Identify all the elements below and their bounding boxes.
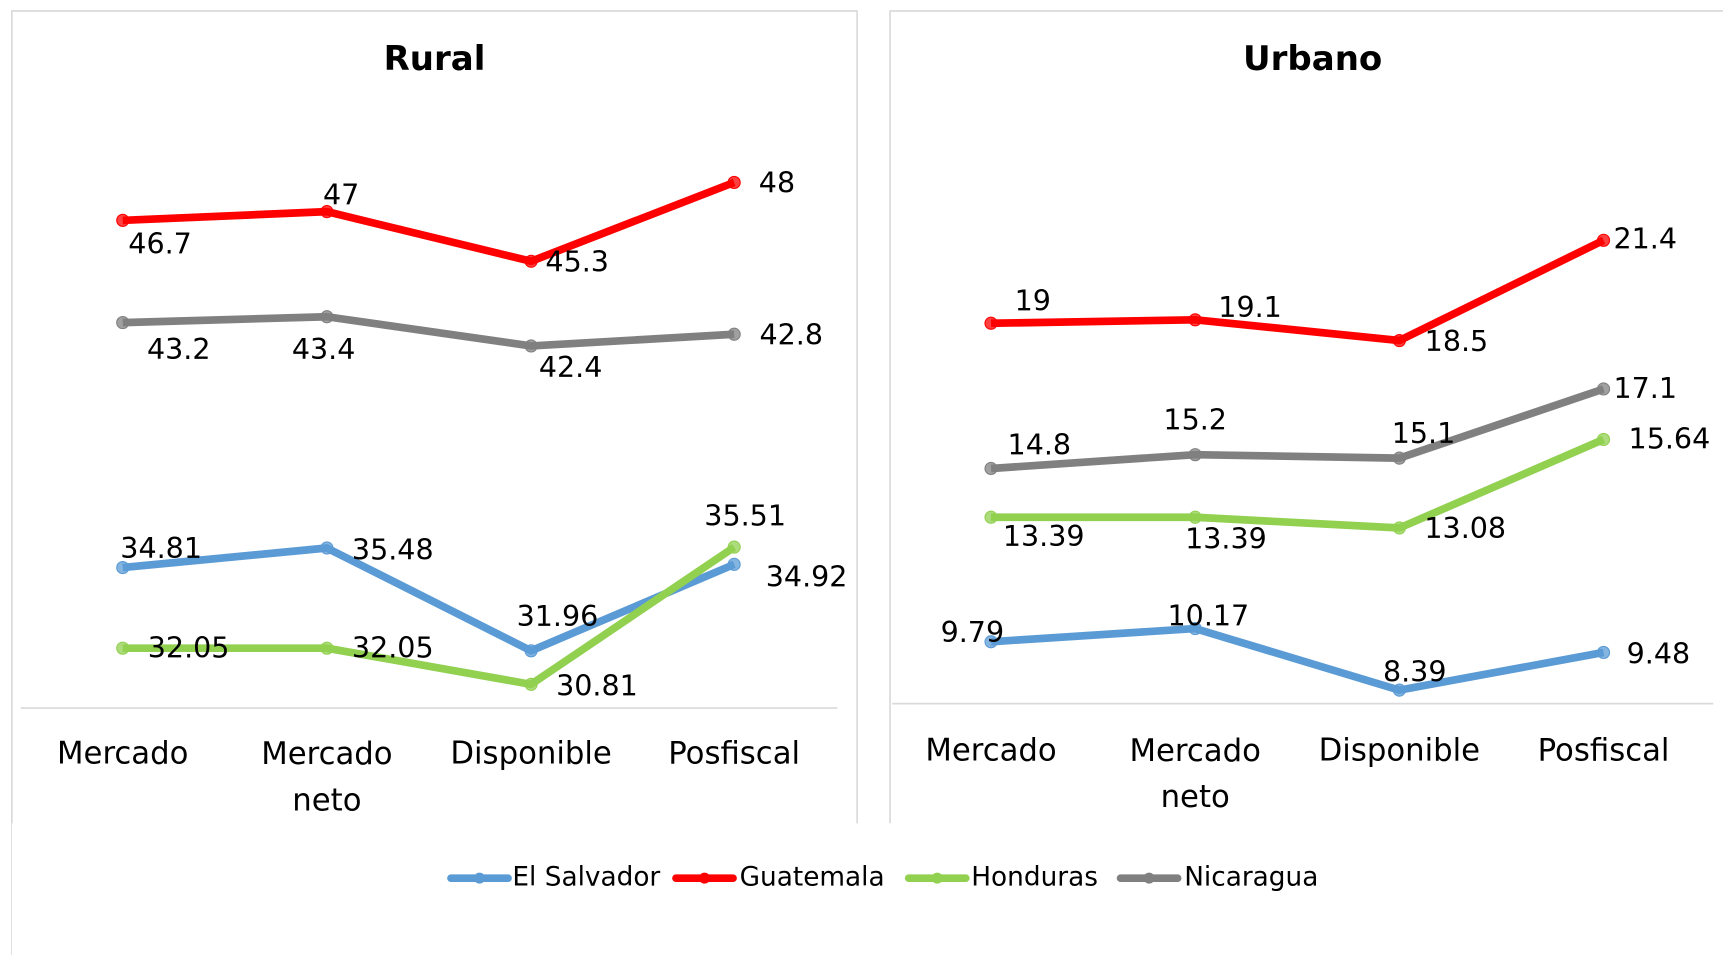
series-line xyxy=(991,435,1606,532)
series-line xyxy=(990,236,1606,345)
data-label: 15.1 xyxy=(1392,417,1456,450)
x-tick-label: Disponible xyxy=(450,736,611,772)
data-point xyxy=(727,557,741,571)
data-point xyxy=(1188,313,1202,327)
series-line xyxy=(122,543,737,689)
series-line xyxy=(990,624,1605,694)
legend-background xyxy=(11,823,1723,955)
data-point xyxy=(984,316,998,330)
data-label: 43.2 xyxy=(147,333,211,366)
data-label: 47 xyxy=(323,178,359,211)
legend-marker xyxy=(1143,872,1155,884)
data-point xyxy=(984,635,998,649)
data-point xyxy=(1596,233,1611,247)
legend-label: Honduras xyxy=(971,863,1098,893)
series-line xyxy=(990,385,1605,473)
data-point xyxy=(320,641,334,655)
data-point xyxy=(1392,521,1406,535)
x-tick-label: Mercado neto xyxy=(1130,732,1261,814)
data-point xyxy=(116,560,130,575)
data-label: 35.51 xyxy=(704,499,786,532)
data-label: 42.8 xyxy=(759,318,823,351)
data-label: 43.4 xyxy=(292,333,356,366)
data-point xyxy=(116,316,130,330)
data-label: 32.05 xyxy=(352,631,434,664)
data-label: 19.1 xyxy=(1218,291,1282,324)
x-tick-label: Mercado xyxy=(925,732,1056,768)
data-point xyxy=(984,510,998,524)
data-label: 14.8 xyxy=(1008,429,1072,462)
data-label: 9.79 xyxy=(941,616,1005,649)
legend-label: Guatemala xyxy=(740,863,885,893)
data-label: 46.7 xyxy=(128,228,192,261)
data-label: 13.08 xyxy=(1424,512,1506,545)
data-label: 32.05 xyxy=(148,631,230,664)
data-point xyxy=(1596,645,1611,660)
data-point xyxy=(524,254,538,268)
legend-marker xyxy=(699,872,711,884)
data-point xyxy=(1596,432,1611,447)
data-label: 34.81 xyxy=(120,532,202,565)
data-label: 31.96 xyxy=(517,600,599,633)
series-line xyxy=(122,312,735,350)
chart-title: Urbano xyxy=(1243,39,1382,79)
data-point xyxy=(320,541,334,555)
data-label: 48 xyxy=(759,167,795,200)
data-point xyxy=(1188,510,1202,524)
data-label: 35.48 xyxy=(352,533,434,566)
data-label: 21.4 xyxy=(1613,222,1677,255)
x-tick-label: Disponible xyxy=(1319,732,1480,768)
data-label: 9.48 xyxy=(1627,638,1691,671)
data-point xyxy=(524,339,538,353)
legend-marker xyxy=(931,872,943,884)
data-point xyxy=(984,461,998,476)
data-label: 8.39 xyxy=(1383,656,1447,689)
data-point xyxy=(1392,451,1406,465)
data-point xyxy=(524,677,538,691)
chart-title: Rural xyxy=(384,39,486,79)
data-point xyxy=(116,641,130,655)
x-tick-label: Mercado neto xyxy=(261,736,392,818)
data-point xyxy=(320,205,334,219)
data-label: 45.3 xyxy=(545,245,609,278)
data-point xyxy=(727,175,741,190)
legend-label: Nicaragua xyxy=(1184,863,1318,893)
data-label: 17.1 xyxy=(1613,372,1677,405)
data-point xyxy=(524,644,538,658)
data-point xyxy=(727,327,741,341)
data-label: 30.81 xyxy=(556,670,638,703)
panel-border xyxy=(11,10,858,955)
data-label: 13.39 xyxy=(1185,522,1267,555)
data-point xyxy=(320,310,334,324)
x-tick-label: Posfiscal xyxy=(1538,732,1670,768)
data-label: 18.5 xyxy=(1425,325,1489,358)
panel-border xyxy=(889,10,1723,955)
data-label: 34.92 xyxy=(766,561,848,594)
data-point xyxy=(1188,448,1202,462)
series-line xyxy=(122,544,736,655)
legend-label: El Salvador xyxy=(512,863,660,893)
series-line xyxy=(122,178,736,266)
data-label: 19 xyxy=(1015,284,1051,317)
data-point xyxy=(1392,683,1406,697)
data-label: 13.39 xyxy=(1003,520,1085,553)
data-point xyxy=(727,540,741,554)
data-point xyxy=(1392,333,1406,348)
data-label: 15.2 xyxy=(1163,404,1227,437)
data-point xyxy=(116,213,130,227)
data-label: 15.64 xyxy=(1629,423,1711,456)
x-tick-label: Mercado xyxy=(57,736,188,772)
data-label: 42.4 xyxy=(539,351,603,384)
x-tick-label: Posfiscal xyxy=(668,736,800,772)
data-point xyxy=(1596,382,1611,396)
legend-marker xyxy=(474,872,485,884)
data-point xyxy=(1188,622,1202,636)
data-label: 10.17 xyxy=(1168,600,1250,633)
